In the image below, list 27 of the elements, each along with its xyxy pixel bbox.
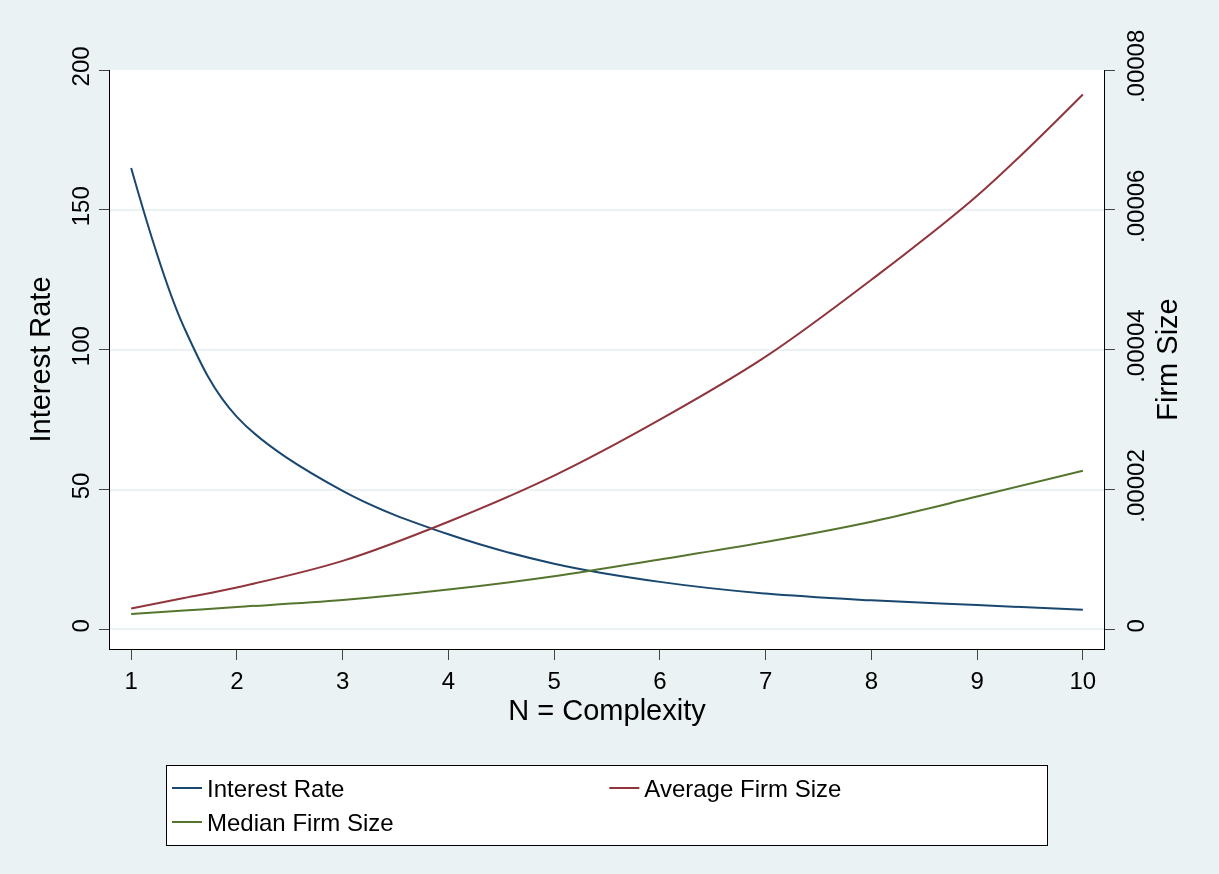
y2-tick-label: .00008 (1121, 29, 1149, 104)
x-tick-label: 4 (441, 666, 456, 694)
x-tick-label: 2 (230, 666, 244, 694)
legend-label: Average Firm Size (644, 775, 842, 803)
y-tick-label: 150 (67, 186, 95, 227)
x-tick-label: 9 (970, 666, 984, 694)
y2-tick-label: .00006 (1121, 169, 1149, 243)
x-axis-title: N = Complexity (508, 693, 707, 726)
y-tick-label: 50 (67, 472, 95, 500)
x-tick-label: 8 (864, 666, 879, 694)
y-axis-title: Interest Rate (23, 276, 56, 443)
legend-label: Median Firm Size (207, 809, 394, 837)
legend-label: Interest Rate (207, 775, 345, 803)
x-tick-label: 10 (1069, 666, 1097, 694)
x-tick-label: 7 (758, 666, 773, 694)
y-tick-label: 0 (67, 619, 95, 633)
line-series (130, 469, 1084, 616)
x-tick-label: 6 (653, 666, 667, 694)
y-tick-label: 100 (67, 326, 95, 367)
x-tick-label: 3 (335, 666, 350, 694)
y2-tick-label: .00002 (1121, 449, 1149, 523)
x-tick-label: 1 (124, 666, 138, 694)
x-tick-label: 5 (547, 666, 561, 694)
y2-tick-label: .00004 (1121, 309, 1149, 383)
y2-axis-title: Firm Size (1150, 298, 1183, 421)
y2-tick-label: 0 (1121, 619, 1149, 633)
y-tick-label: 200 (67, 46, 95, 87)
